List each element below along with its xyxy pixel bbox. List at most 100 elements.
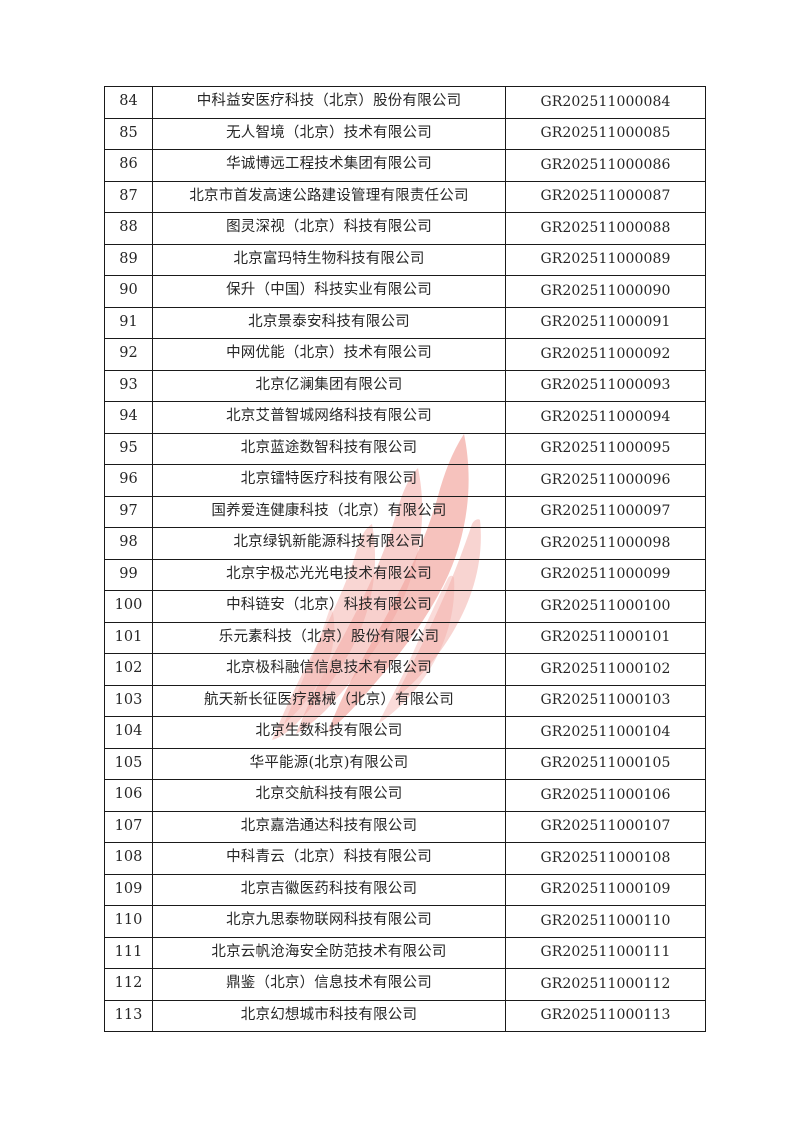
table-row: 108 中科青云（北京）科技有限公司 GR202511000108 <box>104 842 706 875</box>
enterprise-name-cell: 北京嘉浩通达科技有限公司 <box>152 810 506 843</box>
row-index-cell: 96 <box>104 464 153 497</box>
row-index-cell: 90 <box>104 275 153 308</box>
certificate-code-cell: GR202511000085 <box>505 117 706 150</box>
certificate-code-cell: GR202511000110 <box>505 905 706 938</box>
table-row: 97 国养爱连健康科技（北京）有限公司 GR202511000097 <box>104 495 706 528</box>
row-index-cell: 84 <box>104 86 153 119</box>
table-row: 109 北京吉徽医药科技有限公司 GR202511000109 <box>104 873 706 906</box>
certificate-code-cell: GR202511000101 <box>505 621 706 654</box>
row-index-cell: 102 <box>104 653 153 686</box>
table-row: 85 无人智境（北京）技术有限公司 GR202511000085 <box>104 117 706 150</box>
certificate-code-cell: GR202511000102 <box>505 653 706 686</box>
enterprise-name-cell: 航天新长征医疗器械（北京）有限公司 <box>152 684 506 717</box>
table-row: 86 华诚博远工程技术集团有限公司 GR202511000086 <box>104 149 706 182</box>
enterprise-name-cell: 中科链安（北京）科技有限公司 <box>152 590 506 623</box>
certificate-code-cell: GR202511000097 <box>505 495 706 528</box>
enterprise-name-cell: 北京镭特医疗科技有限公司 <box>152 464 506 497</box>
certificate-code-cell: GR202511000087 <box>505 180 706 213</box>
row-index-cell: 99 <box>104 558 153 591</box>
certificate-code-cell: GR202511000099 <box>505 558 706 591</box>
certificate-code-cell: GR202511000093 <box>505 369 706 402</box>
certificate-code-cell: GR202511000098 <box>505 527 706 560</box>
certificate-code-cell: GR202511000111 <box>505 936 706 969</box>
table-row: 103 航天新长征医疗器械（北京）有限公司 GR202511000103 <box>104 684 706 717</box>
table-row: 93 北京亿澜集团有限公司 GR202511000093 <box>104 369 706 402</box>
enterprise-name-cell: 北京宇极芯光光电技术有限公司 <box>152 558 506 591</box>
enterprise-name-cell: 保升（中国）科技实业有限公司 <box>152 275 506 308</box>
row-index-cell: 94 <box>104 401 153 434</box>
table-row: 84 中科益安医疗科技（北京）股份有限公司 GR202511000084 <box>104 86 706 119</box>
row-index-cell: 105 <box>104 747 153 780</box>
row-index-cell: 98 <box>104 527 153 560</box>
enterprise-name-cell: 北京九思泰物联网科技有限公司 <box>152 905 506 938</box>
enterprise-name-cell: 北京蓝途数智科技有限公司 <box>152 432 506 465</box>
table-row: 104 北京生数科技有限公司 GR202511000104 <box>104 716 706 749</box>
table-row: 105 华平能源(北京)有限公司 GR202511000105 <box>104 747 706 780</box>
row-index-cell: 112 <box>104 968 153 1001</box>
row-index-cell: 97 <box>104 495 153 528</box>
certificate-code-cell: GR202511000106 <box>505 779 706 812</box>
enterprise-name-cell: 鼎鉴（北京）信息技术有限公司 <box>152 968 506 1001</box>
certificate-code-cell: GR202511000105 <box>505 747 706 780</box>
row-index-cell: 113 <box>104 999 153 1032</box>
certificate-code-cell: GR202511000091 <box>505 306 706 339</box>
row-index-cell: 100 <box>104 590 153 623</box>
table-row: 111 北京云帆沧海安全防范技术有限公司 GR202511000111 <box>104 936 706 969</box>
row-index-cell: 95 <box>104 432 153 465</box>
enterprise-name-cell: 北京市首发高速公路建设管理有限责任公司 <box>152 180 506 213</box>
certificate-code-cell: GR202511000103 <box>505 684 706 717</box>
enterprise-name-cell: 北京景泰安科技有限公司 <box>152 306 506 339</box>
table-row: 98 北京绿钒新能源科技有限公司 GR202511000098 <box>104 527 706 560</box>
row-index-cell: 103 <box>104 684 153 717</box>
table-row: 94 北京艾普智城网络科技有限公司 GR202511000094 <box>104 401 706 434</box>
table-row: 88 图灵深视（北京）科技有限公司 GR202511000088 <box>104 212 706 245</box>
table-row: 92 中网优能（北京）技术有限公司 GR202511000092 <box>104 338 706 371</box>
row-index-cell: 111 <box>104 936 153 969</box>
certificate-code-cell: GR202511000107 <box>505 810 706 843</box>
certificate-code-cell: GR202511000092 <box>505 338 706 371</box>
enterprise-name-cell: 北京富玛特生物科技有限公司 <box>152 243 506 276</box>
table-row: 90 保升（中国）科技实业有限公司 GR202511000090 <box>104 275 706 308</box>
table-row: 99 北京宇极芯光光电技术有限公司 GR202511000099 <box>104 558 706 591</box>
certificate-code-cell: GR202511000113 <box>505 999 706 1032</box>
table-row: 110 北京九思泰物联网科技有限公司 GR202511000110 <box>104 905 706 938</box>
row-index-cell: 110 <box>104 905 153 938</box>
certificate-code-cell: GR202511000100 <box>505 590 706 623</box>
table-row: 102 北京极科融信信息技术有限公司 GR202511000102 <box>104 653 706 686</box>
table-row: 112 鼎鉴（北京）信息技术有限公司 GR202511000112 <box>104 968 706 1001</box>
row-index-cell: 85 <box>104 117 153 150</box>
row-index-cell: 106 <box>104 779 153 812</box>
enterprise-name-cell: 北京艾普智城网络科技有限公司 <box>152 401 506 434</box>
certificate-code-cell: GR202511000094 <box>505 401 706 434</box>
table-row: 91 北京景泰安科技有限公司 GR202511000091 <box>104 306 706 339</box>
enterprise-name-cell: 北京绿钒新能源科技有限公司 <box>152 527 506 560</box>
table-row: 96 北京镭特医疗科技有限公司 GR202511000096 <box>104 464 706 497</box>
enterprise-name-cell: 乐元素科技（北京）股份有限公司 <box>152 621 506 654</box>
certificate-code-cell: GR202511000109 <box>505 873 706 906</box>
certificate-code-cell: GR202511000090 <box>505 275 706 308</box>
enterprise-name-cell: 北京交航科技有限公司 <box>152 779 506 812</box>
enterprise-name-cell: 北京生数科技有限公司 <box>152 716 506 749</box>
certificate-code-cell: GR202511000084 <box>505 86 706 119</box>
certificate-code-cell: GR202511000112 <box>505 968 706 1001</box>
enterprise-name-cell: 北京极科融信信息技术有限公司 <box>152 653 506 686</box>
row-index-cell: 107 <box>104 810 153 843</box>
certificate-code-cell: GR202511000108 <box>505 842 706 875</box>
table-row: 106 北京交航科技有限公司 GR202511000106 <box>104 779 706 812</box>
certificate-code-cell: GR202511000086 <box>505 149 706 182</box>
row-index-cell: 109 <box>104 873 153 906</box>
table-row: 101 乐元素科技（北京）股份有限公司 GR202511000101 <box>104 621 706 654</box>
enterprise-name-cell: 北京吉徽医药科技有限公司 <box>152 873 506 906</box>
certificate-code-cell: GR202511000088 <box>505 212 706 245</box>
enterprise-name-cell: 北京亿澜集团有限公司 <box>152 369 506 402</box>
enterprise-name-cell: 国养爱连健康科技（北京）有限公司 <box>152 495 506 528</box>
enterprise-name-cell: 华诚博远工程技术集团有限公司 <box>152 149 506 182</box>
row-index-cell: 101 <box>104 621 153 654</box>
enterprise-name-cell: 无人智境（北京）技术有限公司 <box>152 117 506 150</box>
row-index-cell: 91 <box>104 306 153 339</box>
table-row: 107 北京嘉浩通达科技有限公司 GR202511000107 <box>104 810 706 843</box>
row-index-cell: 104 <box>104 716 153 749</box>
certificate-code-cell: GR202511000096 <box>505 464 706 497</box>
enterprise-records-table: 84 中科益安医疗科技（北京）股份有限公司 GR202511000084 85 无人智境… <box>104 86 706 1032</box>
